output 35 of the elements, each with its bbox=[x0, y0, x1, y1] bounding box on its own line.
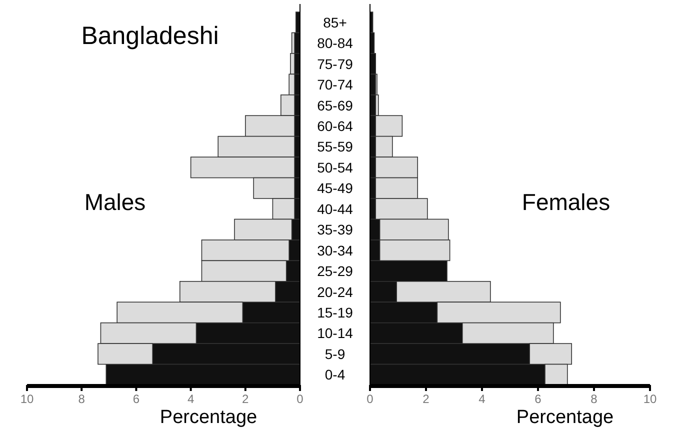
x-tick-label: 4 bbox=[187, 392, 194, 406]
x-tick-label: 0 bbox=[366, 392, 374, 406]
x-tick-label: 6 bbox=[534, 392, 542, 406]
x-axis-title: Percentage bbox=[516, 407, 614, 428]
y-tick-label: 10-14 bbox=[317, 325, 354, 342]
annotation: Males bbox=[84, 189, 146, 215]
y-tick-label: 80-84 bbox=[317, 35, 354, 52]
y-tick-label: 70-74 bbox=[317, 76, 354, 93]
x-tick-label: 2 bbox=[242, 392, 250, 406]
x-tick-label: 8 bbox=[590, 392, 598, 406]
y-tick-label: 40-44 bbox=[317, 200, 354, 217]
annotation: Females bbox=[522, 189, 610, 215]
y-tick-label: 65-69 bbox=[317, 97, 354, 114]
y-tick-label: 45-49 bbox=[317, 180, 354, 196]
x-tick-label: 10 bbox=[643, 392, 657, 406]
y-tick-label: 35-39 bbox=[317, 222, 354, 238]
y-tick-label: 15-19 bbox=[317, 304, 354, 320]
x-tick-label: 6 bbox=[132, 392, 140, 406]
x-tick-label: 8 bbox=[78, 392, 86, 406]
x-tick-label: 0 bbox=[296, 392, 304, 406]
y-tick-label: 30-34 bbox=[317, 242, 354, 258]
x-axis-title: Percentage bbox=[160, 407, 258, 428]
y-tick-label: 0-4 bbox=[324, 366, 346, 383]
y-tick-label: 20-24 bbox=[317, 284, 354, 300]
y-tick-label: 50-54 bbox=[317, 159, 354, 176]
y-tick-label: 5-9 bbox=[324, 346, 346, 362]
y-tick-label: 55-59 bbox=[317, 138, 354, 155]
y-tick-label: 60-64 bbox=[317, 118, 354, 134]
x-tick-label: 2 bbox=[422, 392, 430, 406]
text: Bangladeshi bbox=[81, 22, 219, 50]
x-tick-label: 4 bbox=[478, 392, 486, 406]
y-tick-label: 85+ bbox=[323, 14, 347, 30]
y-tick-label: 25-29 bbox=[317, 263, 354, 280]
x-tick-label: 10 bbox=[20, 392, 34, 406]
y-tick-label: 75-79 bbox=[317, 56, 354, 72]
